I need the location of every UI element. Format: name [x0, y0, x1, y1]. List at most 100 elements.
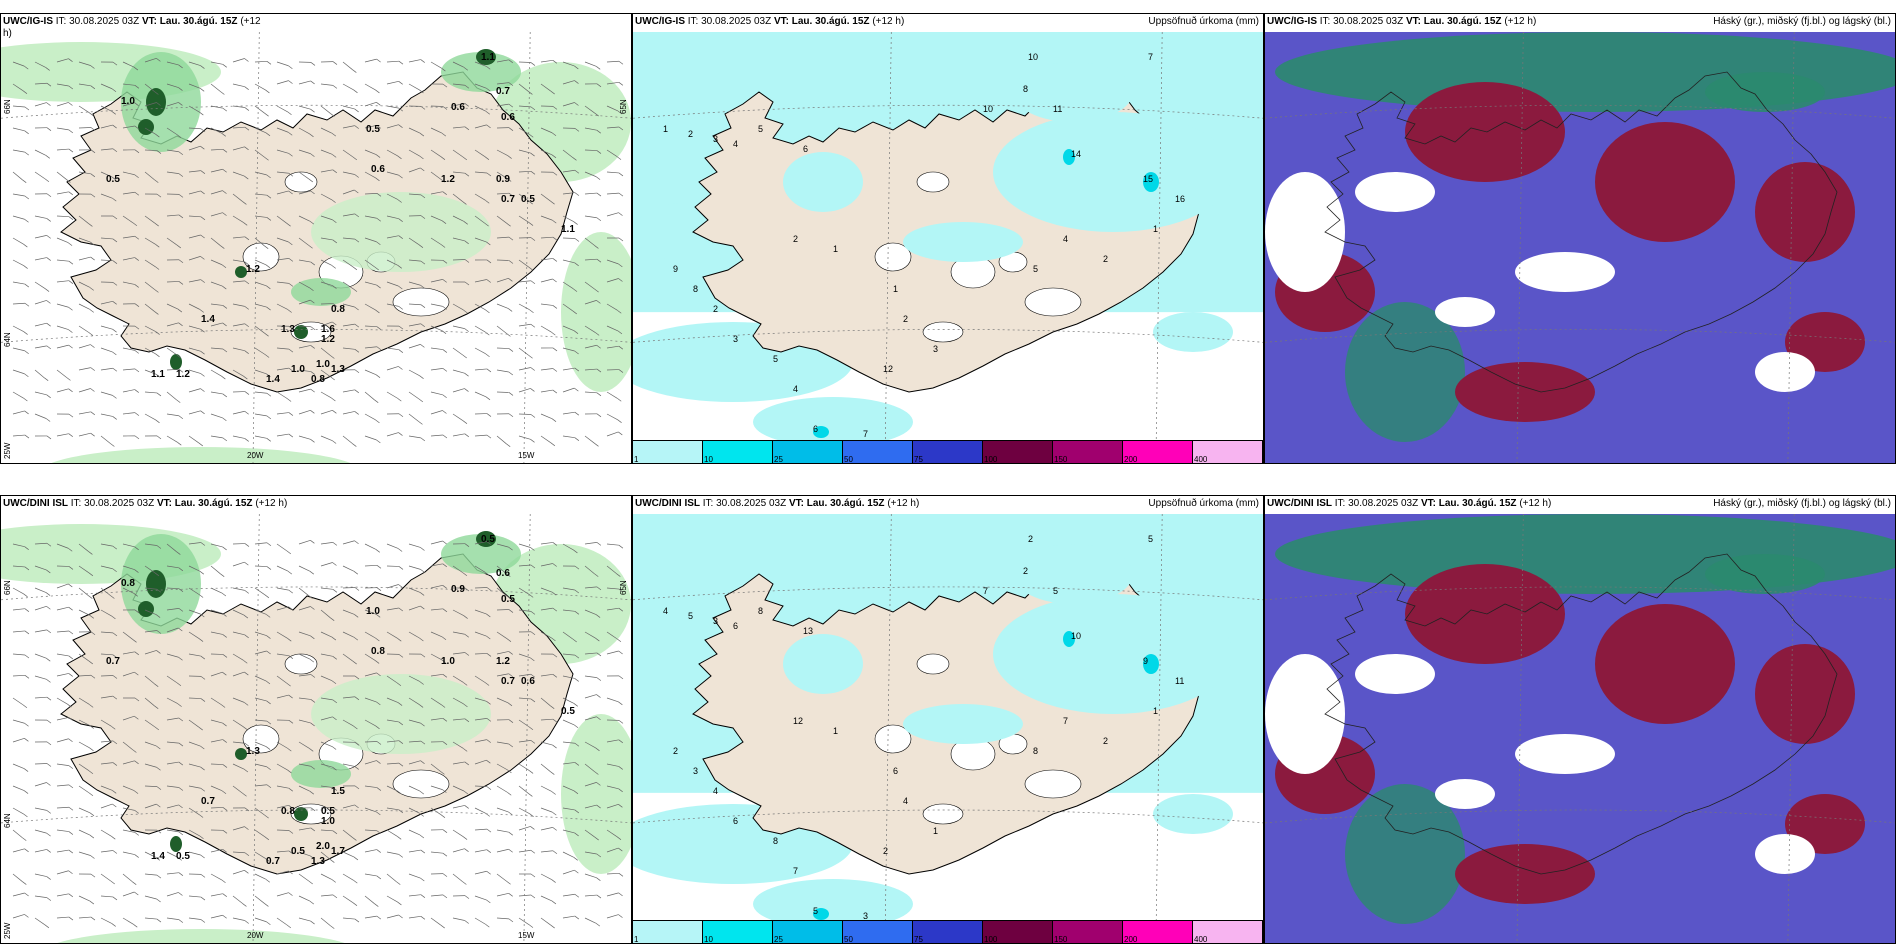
- colorbar-tick: 400: [1194, 935, 1208, 944]
- panel-title: UWC/IG-IS IT: 30.08.2025 03Z VT: Lau. 30…: [3, 16, 261, 39]
- value-label: 0.7: [106, 656, 120, 667]
- colorbar-tick: 400: [1194, 455, 1208, 464]
- colorbar-segment: 400: [1193, 921, 1263, 943]
- value-label: 2: [713, 304, 718, 314]
- high-cloud: [1275, 514, 1895, 924]
- value-label: 2: [883, 846, 888, 856]
- value-label: 6: [733, 621, 738, 631]
- high-cloud: [1275, 32, 1895, 442]
- value-label: 0.7: [501, 194, 515, 205]
- value-label: 8: [773, 836, 778, 846]
- colorbar-tick: 75: [914, 455, 923, 464]
- heavy-precip-cores: [138, 49, 496, 370]
- colorbar-segment: 1: [633, 441, 703, 463]
- colorbar-tick: 25: [774, 935, 783, 944]
- colorbar-segment: 100: [983, 921, 1053, 943]
- value-label: 9: [673, 264, 678, 274]
- value-label: 4: [793, 384, 798, 394]
- value-label: 1.4: [201, 314, 215, 325]
- value-label: 2.0: [316, 841, 330, 852]
- value-label: 1.5: [331, 786, 345, 797]
- graticule: [633, 32, 1263, 463]
- value-label: 1: [1153, 224, 1158, 234]
- value-label: 16: [1175, 194, 1185, 204]
- value-label: 1: [893, 284, 898, 294]
- precip-map-panel-igis: 10 7 8 1 2 3 4 5 6 10 11 14 15 16 2 1 9 8 2 3 5 4 6 7 12 3 2 1 5 4 2 1 …: [632, 13, 1264, 464]
- value-label: 9: [1143, 656, 1148, 666]
- value-label: 7: [1148, 52, 1153, 62]
- clear-areas: [1265, 654, 1815, 874]
- wind-barbs: [12, 58, 624, 447]
- value-label: 5: [758, 124, 763, 134]
- lat-right-label: 65N: [619, 580, 628, 595]
- precip-moderate: [813, 149, 1159, 438]
- value-label: 0.8: [121, 578, 135, 589]
- precip-over-land: [783, 62, 1233, 262]
- value-label: 1.6: [321, 324, 335, 335]
- lon-label: 15W: [518, 931, 535, 940]
- colorbar-tick: 100: [984, 935, 998, 944]
- value-label: 3: [863, 911, 868, 921]
- colorbar-tick: 25: [774, 455, 783, 464]
- graticule: [1265, 32, 1895, 463]
- mid-cloud: [1275, 82, 1865, 422]
- lat-label: 64N: [3, 813, 12, 828]
- value-label: 4: [733, 139, 738, 149]
- value-label: 6: [803, 144, 808, 154]
- value-label: 15: [1143, 174, 1153, 184]
- colorbar-tick: 100: [984, 455, 998, 464]
- value-label: 0.5: [561, 706, 575, 717]
- precip-colorbar: 1 10 25 50 75 100 150 200 400: [633, 440, 1263, 463]
- value-label: 10: [1028, 52, 1038, 62]
- value-label: 7: [863, 429, 868, 439]
- precip-moderate: [813, 631, 1159, 920]
- colorbar-tick: 1: [634, 935, 639, 944]
- value-label: 5: [1053, 586, 1058, 596]
- value-label: 2: [673, 746, 678, 756]
- panel-title: UWC/IG-IS IT: 30.08.2025 03Z VT: Lau. 30…: [635, 16, 905, 27]
- iceland-outline: [1324, 71, 1838, 393]
- lon-label: 20W: [247, 451, 264, 460]
- precip-map-panel-dini: 2 5 2 4 5 3 6 8 13 7 5 10 9 11 12 1 2 3 4 6 8 7 5 3 2 1 4 6 8 7 2 1 UWC…: [632, 495, 1264, 944]
- value-label: 8: [758, 606, 763, 616]
- value-label: 13: [803, 626, 813, 636]
- value-label: 2: [903, 314, 908, 324]
- value-label: 1.2: [176, 369, 190, 380]
- lon-edge-label: 25W: [3, 922, 12, 939]
- value-label: 5: [1148, 534, 1153, 544]
- colorbar-segment: 75: [913, 921, 983, 943]
- value-label: 0.5: [176, 851, 190, 862]
- panel-right-title: Háský (gr.), miðský (fj.bl.) og lágský (…: [1713, 16, 1891, 27]
- value-label: 0.6: [371, 164, 385, 175]
- iceland-outline: [1324, 553, 1838, 875]
- value-label: 11: [1175, 676, 1184, 686]
- value-label: 5: [688, 611, 693, 621]
- value-label: 3: [733, 334, 738, 344]
- colorbar-tick: 50: [844, 935, 853, 944]
- map-canvas: [1265, 32, 1895, 463]
- lat-label: 66N: [3, 99, 12, 114]
- value-label: 0.9: [496, 174, 510, 185]
- colorbar-segment: 150: [1053, 921, 1123, 943]
- colorbar-segment: 75: [913, 441, 983, 463]
- value-label: 1: [833, 244, 838, 254]
- colorbar-tick: 150: [1054, 455, 1068, 464]
- value-label: 10: [983, 104, 993, 114]
- precip-over-land: [783, 544, 1233, 744]
- panel-right-title: Uppsöfnuð úrkoma (mm): [1148, 16, 1259, 27]
- colorbar-tick: 150: [1054, 935, 1068, 944]
- lon-label: 20W: [247, 931, 264, 940]
- value-label: 1.2: [496, 656, 510, 667]
- value-label: 1.0: [121, 96, 135, 107]
- value-label: 2: [1023, 566, 1028, 576]
- value-label: 0.6: [496, 568, 510, 579]
- value-label: 2: [1103, 736, 1108, 746]
- value-label: 7: [1063, 716, 1068, 726]
- value-label: 1.0: [291, 364, 305, 375]
- value-label: 1: [833, 726, 838, 736]
- value-label: 2: [688, 129, 693, 139]
- value-label: 0.9: [451, 584, 465, 595]
